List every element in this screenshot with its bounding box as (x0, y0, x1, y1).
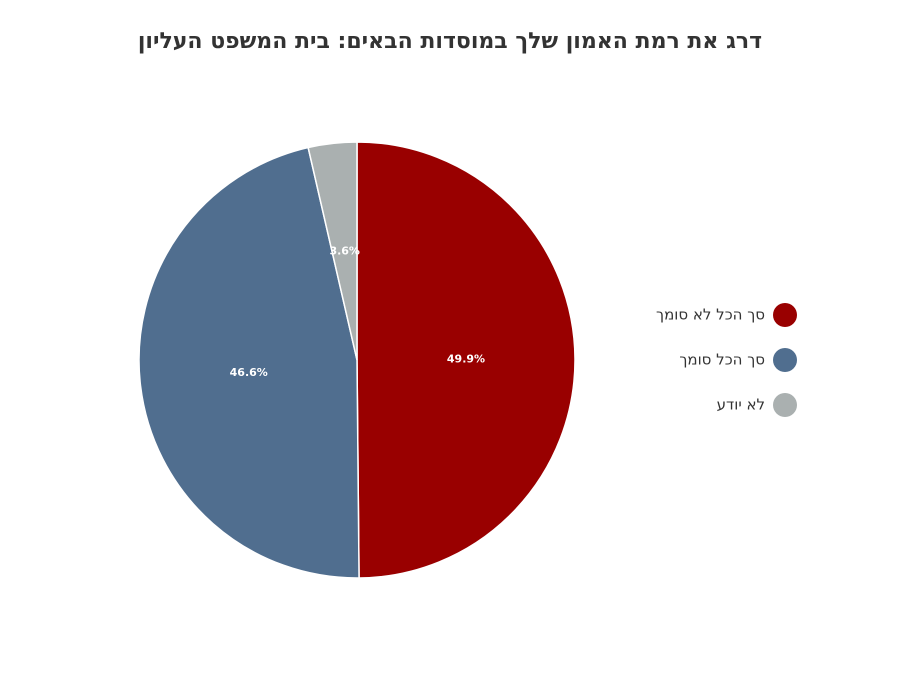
legend-label: סך הכל לא סומך (656, 306, 765, 324)
pie-slice (356, 141, 576, 579)
value-label: 46.6% (230, 366, 268, 379)
chart-title: דרג את רמת האמון שלך במוסדות הבאים: בית … (138, 29, 762, 54)
value-label: 3.6% (329, 245, 360, 258)
legend-marker (773, 393, 797, 417)
legend-marker (773, 303, 797, 327)
pie-slice (138, 146, 360, 579)
legend-marker (773, 348, 797, 372)
legend-label: סך הכל סומך (679, 351, 765, 369)
legend-label: לא יודע (717, 396, 765, 414)
value-label: 49.9% (447, 352, 485, 365)
pie-slice (307, 141, 358, 361)
